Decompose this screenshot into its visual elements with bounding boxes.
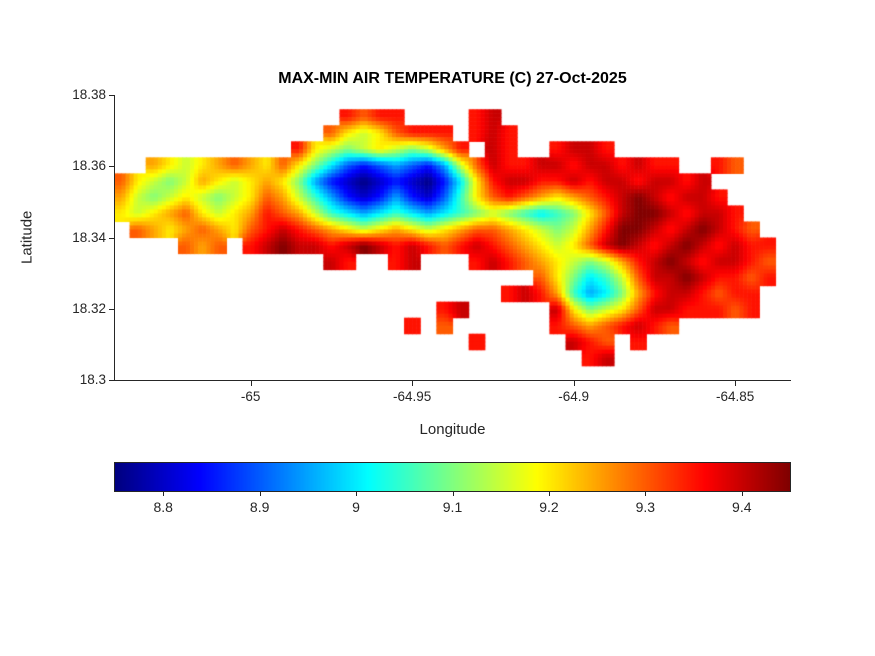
plot-title: MAX-MIN AIR TEMPERATURE (C) 27-Oct-2025 [278,70,627,87]
y-tick-mark [109,166,114,168]
colorbar-tick-label: 9.2 [539,499,559,515]
x-tick-mark [412,381,414,386]
colorbar-tick-label: 8.9 [249,499,270,515]
colorbar-tick-mark [452,492,454,496]
y-tick-mark [109,380,114,381]
colorbar-tick-label: 9.3 [635,499,656,515]
x-tick-mark [250,381,252,386]
colorbar-tick-mark [356,492,358,496]
colorbar-tick-label: 9.4 [732,499,752,515]
colorbar-tick-mark [548,492,550,496]
y-tick-mark [109,308,114,310]
x-axis-spine [114,380,791,381]
y-tick-mark [109,95,114,96]
colorbar-tick-label: 8.8 [153,499,173,515]
colorbar-tick-mark [645,492,647,496]
colorbar-tick-mark [163,492,165,496]
colorbar-tick-mark [259,492,261,496]
colorbar-canvas [115,463,790,491]
y-tick-label: 18.34 [72,229,106,245]
x-tick-label: -64.9 [558,389,589,404]
y-tick-label: 18.32 [72,300,106,316]
x-tick-label: -64.85 [715,389,755,404]
x-tick-label: -65 [240,389,261,404]
y-tick-label: 18.38 [72,87,106,102]
y-tick-label: 18.3 [79,372,106,387]
x-axis-label: Longitude [419,421,486,438]
x-tick-mark [573,381,575,386]
x-tick-mark [735,381,737,386]
x-tick-label: -64.95 [392,389,432,404]
colorbar-tick-mark [741,492,743,496]
colorbar-tick-label: 9 [352,499,360,515]
y-axis-spine [114,95,115,381]
y-tick-mark [109,237,114,239]
colorbar-tick-label: 9.1 [442,499,463,515]
colorbar [114,462,791,492]
y-tick-label: 18.36 [72,158,106,174]
heatmap-canvas [115,95,790,380]
